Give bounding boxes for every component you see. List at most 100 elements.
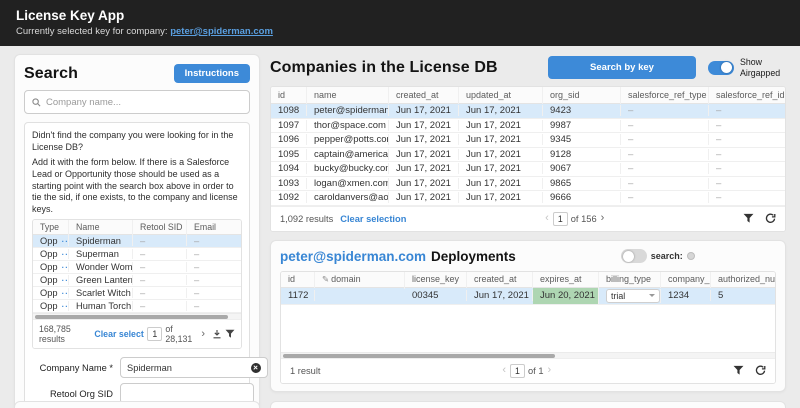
companies-table-body: 1098 peter@spiderman.co··· Jun 17, 2021 … <box>271 104 785 206</box>
table-footer: 168,785 results Clear selection of 28,13… <box>33 319 241 349</box>
table-row[interactable]: Opp··· Green Lantern – – <box>33 274 241 288</box>
table-row[interactable]: 1095 captain@america.com Jun 17, 2021 Ju… <box>271 147 785 162</box>
table-row[interactable]: 1096 pepper@potts.com··· Jun 17, 2021 Ju… <box>271 133 785 148</box>
deployment-row[interactable]: 1172 00345 Jun 17, 2021 Jun 20, 2021 tri… <box>281 287 775 305</box>
table-row[interactable]: Opp··· Scarlet Witch··· – – <box>33 287 241 301</box>
expand-ellipsis-icon[interactable]: ··· <box>61 302 69 312</box>
column-header-created-at[interactable]: created_at <box>389 86 459 104</box>
column-header-salesforce-ref-type[interactable]: salesforce_ref_type <box>621 86 709 104</box>
column-header-name[interactable]: Name <box>69 220 133 237</box>
clear-selection-link[interactable]: Clear selection <box>94 329 144 340</box>
table-row[interactable]: Opp··· Human Torch – – <box>33 300 241 314</box>
cell-type: Opp··· <box>33 236 69 247</box>
info-line-1: Didn't find the company you were looking… <box>32 130 234 152</box>
filter-icon[interactable] <box>743 213 754 224</box>
column-header-salesforce-ref-id[interactable]: salesforce_ref_id <box>716 90 785 100</box>
cell-name: caroldanvers@aol.com <box>307 192 389 204</box>
cell-email: – <box>194 275 200 286</box>
expand-ellipsis-icon[interactable]: ··· <box>61 237 69 247</box>
table-row[interactable]: 1092 caroldanvers@aol.com Jun 17, 2021 J… <box>271 191 785 206</box>
search-results-body: Opp··· Spiderman – – Opp··· Superman – – <box>33 235 241 314</box>
cell-updated-at: Jun 17, 2021 <box>459 148 543 160</box>
text-field[interactable] <box>120 357 268 379</box>
column-header-authorized-number[interactable]: authorized_number <box>718 274 775 284</box>
column-header-name[interactable]: name <box>307 86 389 104</box>
prev-page-icon[interactable]: ‹ <box>502 364 506 376</box>
field-input[interactable] <box>127 388 247 399</box>
clear-value-icon[interactable] <box>251 362 261 373</box>
cell-expires-at[interactable]: Jun 20, 2021 <box>533 287 599 304</box>
cell-retool-sid: – <box>133 262 187 273</box>
refresh-icon[interactable] <box>755 365 766 376</box>
results-count: 1,092 results <box>280 213 334 224</box>
cell-salesforce-ref-type: – <box>621 134 709 146</box>
cell-salesforce-ref-id: – <box>716 192 722 204</box>
instructions-button[interactable]: Instructions <box>173 64 250 83</box>
table-row[interactable]: 1094 bucky@bucky.com Jun 17, 2021 Jun 17… <box>271 162 785 177</box>
selected-key-link[interactable]: peter@spiderman.com <box>170 26 273 37</box>
refresh-icon[interactable] <box>765 213 776 224</box>
column-header-org-sid[interactable]: org_sid <box>543 86 621 104</box>
column-header-email[interactable]: Email <box>194 222 216 233</box>
field-input[interactable] <box>127 362 247 373</box>
cell-salesforce-ref-id: – <box>716 105 722 117</box>
airgapped-toggle[interactable] <box>708 60 734 75</box>
column-header-domain[interactable]: ✎ domain <box>315 271 405 289</box>
column-header-updated-at[interactable]: updated_at <box>459 86 543 104</box>
download-icon[interactable] <box>212 329 222 339</box>
cell-name: Spiderman <box>69 236 133 247</box>
horizontal-scrollbar[interactable] <box>281 351 775 358</box>
column-header-id[interactable]: id <box>271 86 307 104</box>
horizontal-scrollbar[interactable] <box>33 313 241 320</box>
next-page-icon[interactable]: › <box>600 212 605 224</box>
cell-id: 1095 <box>271 148 307 160</box>
next-page-icon[interactable]: › <box>201 327 205 340</box>
search-toggle-label: search: <box>650 251 683 261</box>
page-total-label: of 156 <box>570 213 597 224</box>
table-row[interactable]: Opp··· Spiderman – – <box>33 235 241 249</box>
table-row[interactable]: 1097 thor@space.com Jun 17, 2021 Jun 17,… <box>271 118 785 133</box>
column-header-id[interactable]: id <box>281 271 315 288</box>
column-header-type[interactable]: Type <box>33 220 69 237</box>
expand-ellipsis-icon[interactable]: ··· <box>61 250 69 260</box>
info-line-2: Add it with the form below. If there is … <box>32 156 238 215</box>
expand-ellipsis-icon[interactable]: ··· <box>61 276 69 286</box>
cell-name: captain@america.com <box>307 148 389 160</box>
form-row: Company Name * <box>32 357 268 379</box>
cell-org-sid: 9067 <box>543 163 621 175</box>
clear-selection-link[interactable]: Clear selection <box>340 213 407 224</box>
filter-icon[interactable] <box>225 329 235 339</box>
page-number-input[interactable] <box>552 211 568 226</box>
cell-salesforce-ref-id: – <box>716 134 722 146</box>
filter-icon[interactable] <box>733 365 744 376</box>
prev-page-icon[interactable]: ‹ <box>545 212 549 224</box>
expand-ellipsis-icon[interactable]: ··· <box>61 263 69 273</box>
company-search-box[interactable] <box>24 90 250 114</box>
column-header-expires-at[interactable]: expires_at <box>533 271 599 288</box>
page-number-input[interactable] <box>147 327 163 342</box>
expand-ellipsis-icon[interactable]: ··· <box>61 289 69 299</box>
table-row[interactable]: 1098 peter@spiderman.co··· Jun 17, 2021 … <box>271 104 785 119</box>
table-row[interactable]: Opp··· Superman – – <box>33 248 241 262</box>
table-row[interactable]: Opp··· Wonder Woman – – <box>33 261 241 275</box>
column-header-retool-sid[interactable]: Retool SID <box>133 220 187 237</box>
column-header-company-id[interactable]: company_id <box>661 271 711 288</box>
column-header-billing-type[interactable]: billing_type <box>599 271 661 288</box>
cell-type: Opp··· <box>33 249 69 260</box>
deployments-panel: peter@spiderman.com Deployments search: … <box>270 239 786 392</box>
search-results-table: Type Name Retool SID Email Opp··· Spider… <box>32 219 242 350</box>
app-header: License Key App Currently selected key f… <box>0 0 800 46</box>
billing-type-select[interactable]: trial <box>606 288 660 303</box>
column-header-license-key[interactable]: license_key <box>405 271 467 288</box>
table-header-row: id name created_at updated_at org_sid sa… <box>271 86 785 104</box>
cell-id: 1098 <box>271 105 307 117</box>
cell-billing-type: trial <box>599 288 661 303</box>
page-number-input[interactable] <box>510 363 525 378</box>
deployments-company-link[interactable]: peter@spiderman.com <box>280 248 426 264</box>
table-row[interactable]: 1093 logan@xmen.com Jun 17, 2021 Jun 17,… <box>271 176 785 191</box>
search-toggle[interactable] <box>620 249 647 263</box>
company-search-input[interactable] <box>46 96 242 108</box>
search-by-key-button[interactable]: Search by key <box>548 56 696 79</box>
next-page-icon[interactable]: › <box>547 364 552 376</box>
column-header-created-at[interactable]: created_at <box>467 271 533 288</box>
